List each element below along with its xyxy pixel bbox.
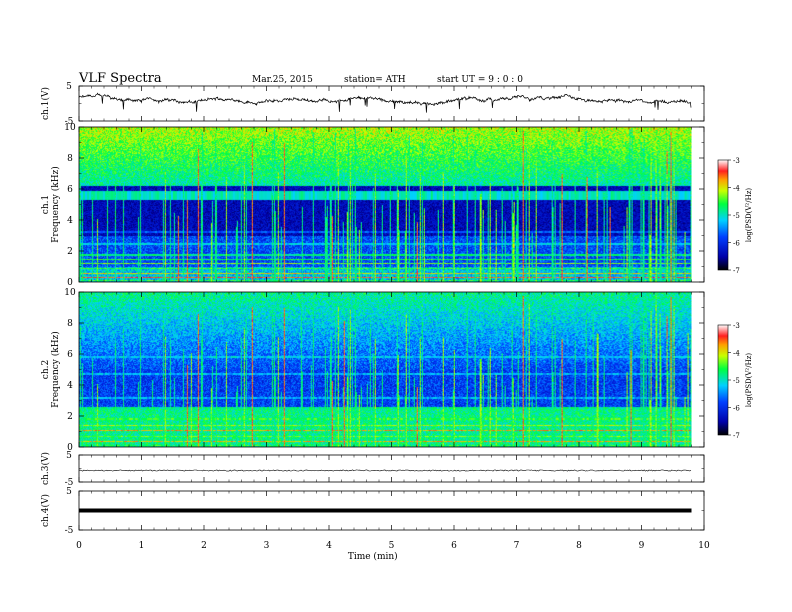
- panel-3: [78, 291, 731, 448]
- y-tick-label: 2: [67, 412, 73, 422]
- colorbar-label: log(PSD(V²/Hz): [745, 188, 753, 243]
- y-tick-label: 5: [66, 451, 72, 461]
- x-tick-label: 10: [698, 541, 710, 551]
- channel-label: ch.2: [41, 360, 51, 379]
- y-tick-label: 10: [64, 123, 76, 133]
- plot-title: VLF Spectra: [79, 71, 162, 86]
- header: VLF Spectra Mar.25, 2015 station= ATH st…: [0, 0, 792, 90]
- y-tick-label: -5: [65, 526, 74, 536]
- colorbar: [717, 159, 729, 271]
- y-axis-label: ch.4(V): [40, 494, 51, 527]
- date-label: Mar.25, 2015: [252, 75, 313, 85]
- x-tick-label: 5: [389, 541, 395, 551]
- y-tick-label: 5: [66, 487, 72, 497]
- x-tick-label: 9: [639, 541, 645, 551]
- colorbar-tick-label: -3: [733, 322, 740, 330]
- colorbar-tick-label: -7: [733, 267, 740, 275]
- colorbar-tick-label: -4: [733, 350, 740, 358]
- y-tick-label: 0: [67, 443, 73, 453]
- y-axis-label: Frequency (kHz): [50, 331, 61, 408]
- colorbar-tick-label: -7: [733, 432, 740, 440]
- start-time-label: start UT = 9 : 0 : 0: [437, 75, 523, 85]
- y-tick-label: 8: [67, 319, 73, 329]
- colorbar-tick-label: -5: [733, 212, 740, 220]
- y-tick-label: 4: [67, 216, 73, 226]
- station-label: station= ATH: [344, 75, 406, 85]
- colorbar-tick-label: -3: [733, 157, 740, 165]
- colorbar: [717, 324, 729, 436]
- y-tick-label: 5: [66, 82, 72, 92]
- colorbar-label: log(PSD(V²/Hz): [745, 353, 753, 408]
- colorbar-tick-label: -6: [733, 240, 740, 248]
- x-tick-label: 4: [326, 541, 332, 551]
- channel-label: ch.1: [41, 195, 51, 214]
- y-tick-label: 6: [67, 185, 73, 195]
- panel-4: [78, 454, 705, 483]
- panel-frame: [78, 85, 705, 122]
- y-tick-label: 6: [67, 350, 73, 360]
- x-axis-label: Time (min): [348, 551, 398, 562]
- y-tick-label: 0: [67, 278, 73, 288]
- panel-2: [78, 126, 731, 283]
- y-axis-label: ch.3(V): [40, 452, 51, 485]
- panel-1: [78, 85, 705, 122]
- x-tick-label: 3: [264, 541, 270, 551]
- colorbar-tick-label: -5: [733, 377, 740, 385]
- x-tick-label: 7: [514, 541, 520, 551]
- waveform-line-ch4: [79, 508, 692, 513]
- x-tick-label: 0: [76, 541, 82, 551]
- y-tick-label: 2: [67, 247, 73, 257]
- y-tick-label: -5: [65, 478, 74, 488]
- spectrogram-image-ch1: [79, 127, 692, 282]
- spectrogram-image-ch2: [79, 292, 692, 447]
- panel-5: [78, 490, 705, 531]
- waveform-line-ch3: [78, 469, 692, 472]
- colorbar-tick-label: -4: [733, 185, 740, 193]
- colorbar-tick-label: -6: [733, 405, 740, 413]
- y-tick-label: 4: [67, 381, 73, 391]
- x-tick-label: 6: [451, 541, 457, 551]
- y-tick-label: 10: [64, 288, 76, 298]
- y-tick-label: -5: [65, 117, 74, 127]
- y-tick-label: 8: [67, 154, 73, 164]
- x-tick-label: 1: [139, 541, 145, 551]
- y-axis-label: ch.1(V): [40, 87, 51, 120]
- x-tick-label: 8: [576, 541, 582, 551]
- y-axis-label: Frequency (kHz): [50, 166, 61, 243]
- x-tick-label: 2: [201, 541, 207, 551]
- waveform-line-ch1: [78, 92, 692, 113]
